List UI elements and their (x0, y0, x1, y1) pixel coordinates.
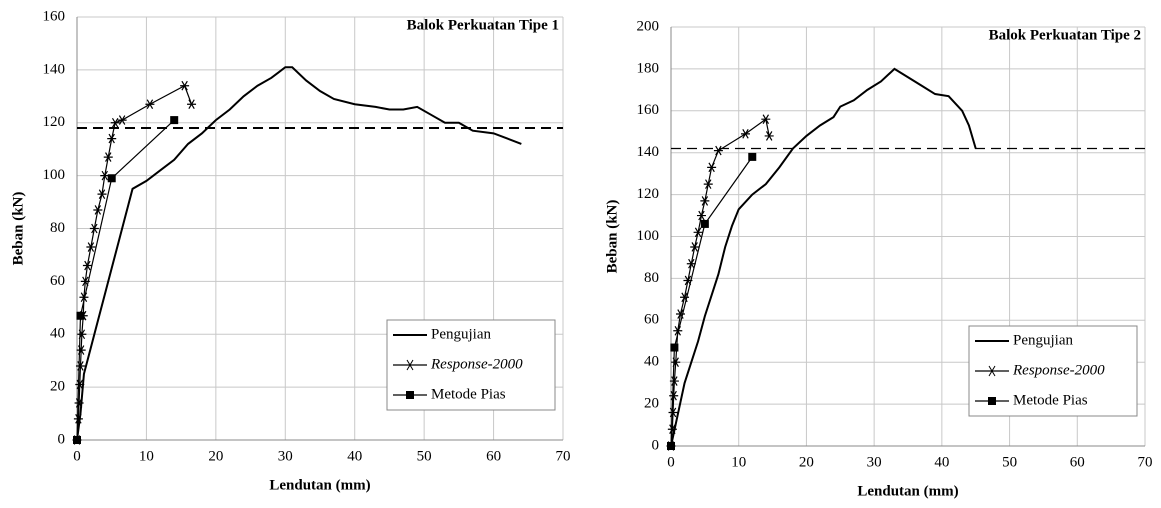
y-tick-label: 100 (43, 167, 66, 183)
y-tick-label: 140 (637, 144, 660, 160)
star-marker (761, 114, 771, 124)
y-axis-label: Beban (kN) (10, 192, 26, 266)
chart-title: Balok Perkuatan Tipe 1 (407, 17, 559, 33)
y-tick-label: 100 (637, 228, 660, 244)
square-marker (73, 436, 81, 444)
y-tick-label: 120 (637, 186, 660, 202)
star-marker (110, 117, 120, 128)
series-line (76, 66, 522, 441)
y-tick-label: 0 (58, 431, 66, 447)
star-marker (107, 133, 117, 144)
star-marker (713, 145, 723, 156)
y-tick-label: 140 (43, 61, 66, 77)
star-marker (667, 424, 677, 435)
x-axis-label: Lendutan (mm) (269, 477, 370, 493)
star-marker (117, 115, 127, 125)
star-marker (145, 99, 155, 110)
x-tick-label: 40 (347, 448, 362, 464)
series-line (670, 67, 977, 447)
square-marker (700, 219, 709, 228)
x-tick-label: 50 (1002, 454, 1017, 470)
legend-label: Metode Pias (431, 386, 506, 402)
y-tick-label: 120 (43, 114, 66, 130)
x-tick-label: 70 (1138, 454, 1153, 470)
y-tick-label: 40 (50, 326, 65, 342)
square-marker (76, 311, 85, 320)
star-marker (187, 99, 197, 110)
y-tick-label: 20 (50, 379, 65, 395)
x-tick-label: 10 (731, 454, 746, 470)
legend-label: Pengujian (431, 326, 491, 342)
star-marker (180, 80, 190, 91)
legend-label: Pengujian (1013, 332, 1073, 348)
star-marker (82, 260, 92, 271)
x-tick-label: 20 (208, 448, 223, 464)
x-tick-label: 60 (486, 448, 501, 464)
star-marker (86, 242, 96, 252)
star-marker (690, 242, 700, 252)
x-axis-label: Lendutan (mm) (857, 483, 958, 499)
x-tick-label: 50 (417, 448, 432, 464)
star-marker (97, 189, 107, 199)
star-marker (89, 223, 99, 234)
y-tick-label: 0 (652, 437, 660, 453)
y-tick-label: 80 (50, 220, 65, 236)
star-marker (696, 210, 706, 221)
y-tick-label: 20 (644, 396, 659, 412)
star-marker (74, 398, 84, 408)
x-tick-label: 40 (934, 454, 949, 470)
legend-marker (987, 365, 997, 377)
x-tick-label: 0 (667, 454, 675, 470)
x-tick-label: 30 (867, 454, 882, 470)
star-marker (103, 152, 113, 162)
square-marker (748, 152, 757, 161)
y-tick-label: 160 (43, 8, 66, 24)
legend-marker (406, 391, 414, 399)
x-tick-label: 10 (139, 448, 154, 464)
series-line (76, 119, 175, 441)
star-marker (669, 390, 679, 401)
y-tick-label: 80 (644, 270, 659, 286)
x-tick-label: 30 (278, 448, 293, 464)
star-marker (693, 227, 703, 238)
chart-title: Balok Perkuatan Tipe 2 (989, 27, 1141, 43)
y-axis-label: Beban (kN) (604, 200, 620, 274)
legend-label: Response-2000 (1012, 362, 1105, 378)
star-marker (764, 131, 774, 141)
square-marker (670, 343, 679, 352)
legend-label: Response-2000 (430, 356, 523, 372)
y-tick-label: 60 (50, 273, 65, 289)
y-tick-label: 60 (644, 312, 659, 328)
legend-label: Metode Pias (1013, 392, 1088, 408)
legend-marker (988, 397, 996, 405)
x-tick-label: 60 (1070, 454, 1085, 470)
series-line (670, 118, 770, 447)
star-marker (73, 414, 83, 424)
star-marker (700, 196, 710, 206)
x-tick-label: 0 (73, 448, 81, 464)
star-marker (740, 129, 750, 139)
star-marker (707, 162, 717, 173)
star-marker (668, 407, 678, 418)
y-tick-label: 40 (644, 354, 659, 370)
star-marker (703, 179, 713, 189)
x-tick-label: 20 (799, 454, 814, 470)
star-marker (686, 258, 696, 269)
square-marker (667, 442, 675, 450)
legend-marker (405, 359, 415, 371)
y-tick-label: 200 (637, 18, 660, 34)
star-marker (93, 205, 103, 215)
y-tick-label: 180 (637, 60, 660, 76)
x-tick-label: 70 (556, 448, 571, 464)
square-marker (170, 116, 179, 125)
y-tick-label: 160 (637, 102, 660, 118)
series-line (670, 156, 753, 447)
square-marker (107, 174, 116, 183)
